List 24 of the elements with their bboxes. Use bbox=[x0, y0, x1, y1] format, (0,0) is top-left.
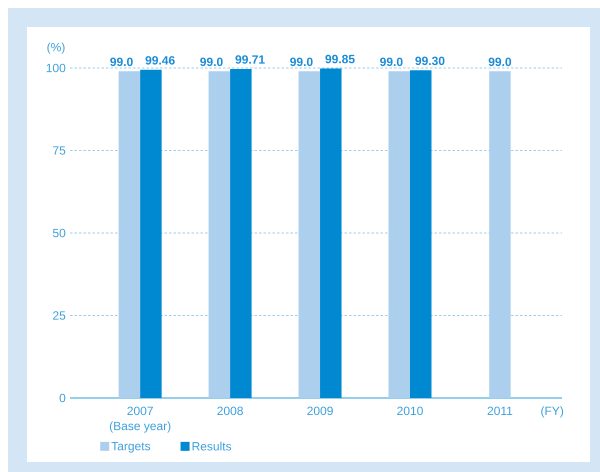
data-label: 99.0 bbox=[110, 58, 133, 66]
x-tick-label: 2009 bbox=[307, 406, 333, 416]
x-axis-title: (FY) bbox=[541, 406, 564, 418]
y-tick-label: 25 bbox=[53, 311, 66, 320]
legend-label: Targets bbox=[111, 442, 150, 453]
data-label: 99.0 bbox=[380, 58, 403, 66]
legend-label: Results bbox=[192, 442, 232, 451]
data-label: 99.71 bbox=[235, 55, 265, 64]
data-label: 99.46 bbox=[146, 56, 175, 65]
x-tick-label: 2010 bbox=[397, 406, 423, 416]
data-label: 99.30 bbox=[415, 56, 444, 66]
y-axis-title: (%) bbox=[47, 42, 65, 54]
text: (Base year) bbox=[110, 421, 170, 433]
y-tick-label: 50 bbox=[52, 228, 66, 238]
y-tick-label: 0 bbox=[60, 394, 66, 402]
y-tick-label: 75 bbox=[53, 146, 66, 155]
x-tick-label: 2008 bbox=[217, 406, 243, 416]
data-label: 99.0 bbox=[290, 58, 313, 66]
x-tick-label: 2007 bbox=[127, 406, 153, 416]
data-label: 99.0 bbox=[200, 58, 223, 66]
x-tick-label: 2011 bbox=[488, 406, 512, 416]
y-tick-label: 100 bbox=[46, 64, 66, 72]
data-label: 99.85 bbox=[325, 54, 355, 64]
data-label: 99.0 bbox=[488, 58, 512, 66]
